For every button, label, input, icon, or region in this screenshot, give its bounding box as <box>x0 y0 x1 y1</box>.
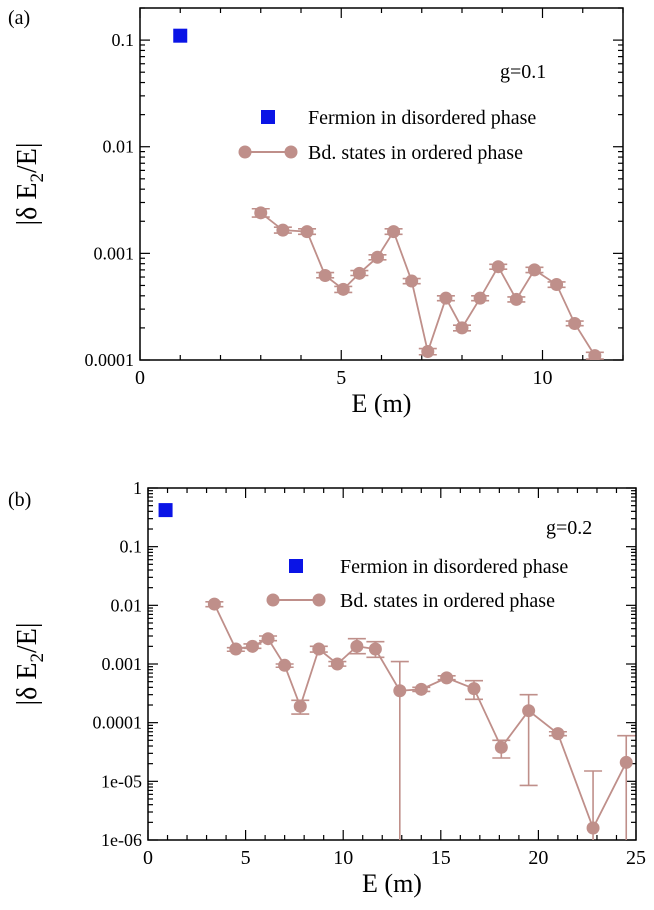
x-tick-label: 0 <box>135 367 145 389</box>
data-point <box>393 684 407 698</box>
data-point <box>300 225 314 239</box>
y-tick-label: 1e-06 <box>101 830 142 850</box>
legend-circle-marker <box>266 593 280 607</box>
data-point <box>229 642 243 656</box>
data-point <box>352 266 366 280</box>
data-point <box>550 278 564 292</box>
data-point <box>387 225 401 239</box>
y-tick-label: 0.0001 <box>85 350 135 370</box>
legend-square-marker <box>289 559 303 573</box>
y-tick-label: 0.01 <box>111 595 143 615</box>
fermion-point <box>173 28 188 43</box>
data-point <box>368 642 382 656</box>
x-tick-label: 15 <box>431 847 451 869</box>
y-tick-label: 0.1 <box>120 537 143 557</box>
legend-circle-marker <box>284 145 298 159</box>
y-axis-label: |δ E2/E| <box>12 143 48 226</box>
x-tick-label: 5 <box>241 847 251 869</box>
x-tick-label: 5 <box>336 367 346 389</box>
annotation-text: g=0.1 <box>500 61 546 83</box>
y-tick-label: 0.01 <box>103 137 135 157</box>
data-point <box>522 704 536 718</box>
x-tick-label: 10 <box>533 367 553 389</box>
plot-frame <box>147 487 637 841</box>
y-tick-label: 1 <box>133 478 142 498</box>
data-point <box>568 316 582 330</box>
y-tick-label: 0.001 <box>102 654 143 674</box>
x-tick-label: 10 <box>333 847 353 869</box>
annotation-text: g=0.2 <box>546 517 592 539</box>
data-point <box>509 292 523 306</box>
x-axis-label: E (m) <box>362 869 422 898</box>
y-tick-label: 0.001 <box>94 243 135 263</box>
data-point <box>293 699 307 713</box>
data-point <box>318 269 332 283</box>
x-tick-label: 0 <box>143 847 153 869</box>
data-point <box>491 260 505 274</box>
data-point <box>586 821 600 835</box>
data-point <box>350 639 364 653</box>
data-point <box>370 250 384 264</box>
data-point <box>494 740 508 754</box>
data-point <box>440 671 454 685</box>
chart-panel-a: (a) 0 5 10 0.0001 0.001 0.01 0.1 E (m) |δ E2/E| g=… <box>8 7 624 418</box>
data-point <box>467 682 481 696</box>
data-point <box>473 291 487 305</box>
data-point <box>276 223 290 237</box>
data-point <box>330 657 344 671</box>
plot-frame <box>139 7 624 361</box>
x-axis-label: E (m) <box>352 389 412 418</box>
legend-circle-marker <box>312 593 326 607</box>
chart-panel-b: (b) 0 5 10 15 20 25 1e-06 1e-05 0.0001 0.001 0.01 0.… <box>8 478 646 898</box>
data-point <box>455 321 469 335</box>
data-point <box>551 727 565 741</box>
data-point <box>405 274 419 288</box>
data-point <box>421 345 435 359</box>
y-axis-label: |δ E2/E| <box>12 623 48 706</box>
panel-label: (b) <box>8 489 31 511</box>
data-point <box>619 755 633 769</box>
fermion-point <box>158 503 173 518</box>
data-layer <box>173 28 604 360</box>
data-point <box>527 263 541 277</box>
data-point <box>245 639 259 653</box>
data-point <box>261 632 275 646</box>
legend-label: Bd. states in ordered phase <box>308 142 523 164</box>
data-point <box>207 597 221 611</box>
data-point <box>336 282 350 296</box>
data-point <box>439 291 453 305</box>
data-point <box>312 642 326 656</box>
data-point <box>588 349 602 360</box>
data-layer <box>158 503 636 840</box>
legend-label: Fermion in disordered phase <box>340 556 568 578</box>
x-tick-label: 25 <box>626 847 646 869</box>
data-point <box>278 658 292 672</box>
series-line <box>213 603 628 831</box>
legend-circle-marker <box>238 145 252 159</box>
data-point <box>254 206 268 220</box>
legend-label: Fermion in disordered phase <box>308 107 536 129</box>
y-tick-label: 0.1 <box>112 30 135 50</box>
legend-label: Bd. states in ordered phase <box>340 590 555 612</box>
data-point <box>414 682 428 696</box>
x-tick-label: 20 <box>528 847 548 869</box>
y-tick-label: 1e-05 <box>101 771 142 791</box>
panel-label: (a) <box>8 7 30 29</box>
legend-square-marker <box>261 110 275 124</box>
y-tick-label: 0.0001 <box>93 713 143 733</box>
